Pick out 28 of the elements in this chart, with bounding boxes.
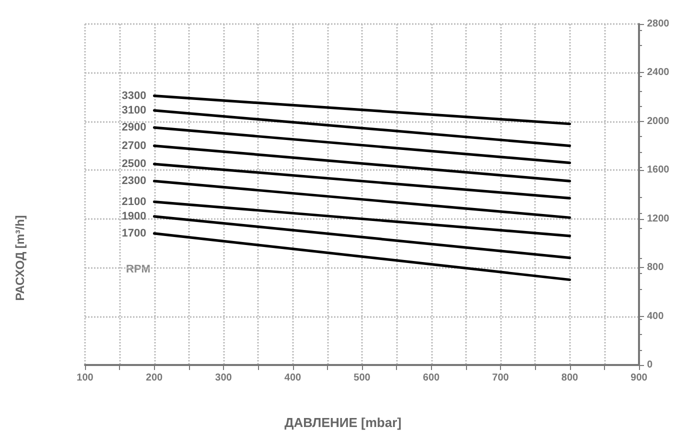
y-axis-title: РАСХОД [m³/h] xyxy=(13,215,27,301)
y-tick-label: 400 xyxy=(647,310,664,322)
x-tick-label: 800 xyxy=(561,372,579,384)
y-tick-label: 2400 xyxy=(647,67,670,78)
series-label: 2100 xyxy=(122,196,146,208)
x-tick-label: 500 xyxy=(354,372,371,384)
y-tick-label: 1600 xyxy=(647,164,670,176)
series-label: 2500 xyxy=(122,158,146,170)
y-tick-label: 2800 xyxy=(647,18,670,30)
series-label: 1900 xyxy=(122,210,146,222)
x-tick-label: 300 xyxy=(215,372,232,384)
x-tick-label: 100 xyxy=(76,372,94,384)
x-axis-title: ДАВЛЕНИЕ [mbar] xyxy=(284,415,402,430)
series-label: 3100 xyxy=(122,104,146,116)
x-tick-label: 600 xyxy=(422,372,440,384)
series-label: 2300 xyxy=(122,175,146,188)
x-tick-label: 400 xyxy=(284,372,302,384)
series-label: 2700 xyxy=(122,140,146,152)
x-tick-label: 700 xyxy=(492,372,510,384)
y-tick-label: 2000 xyxy=(647,116,670,127)
y-tick-label: 800 xyxy=(647,262,664,274)
series-label: 2900 xyxy=(122,122,146,134)
x-tick-label: 900 xyxy=(630,372,648,384)
y-tick-label: 0 xyxy=(647,360,653,370)
series-label: 1700 xyxy=(122,227,146,240)
x-tick-label: 200 xyxy=(146,372,164,384)
series-label: 3300 xyxy=(122,90,146,102)
y-tick-label: 1200 xyxy=(647,213,670,224)
